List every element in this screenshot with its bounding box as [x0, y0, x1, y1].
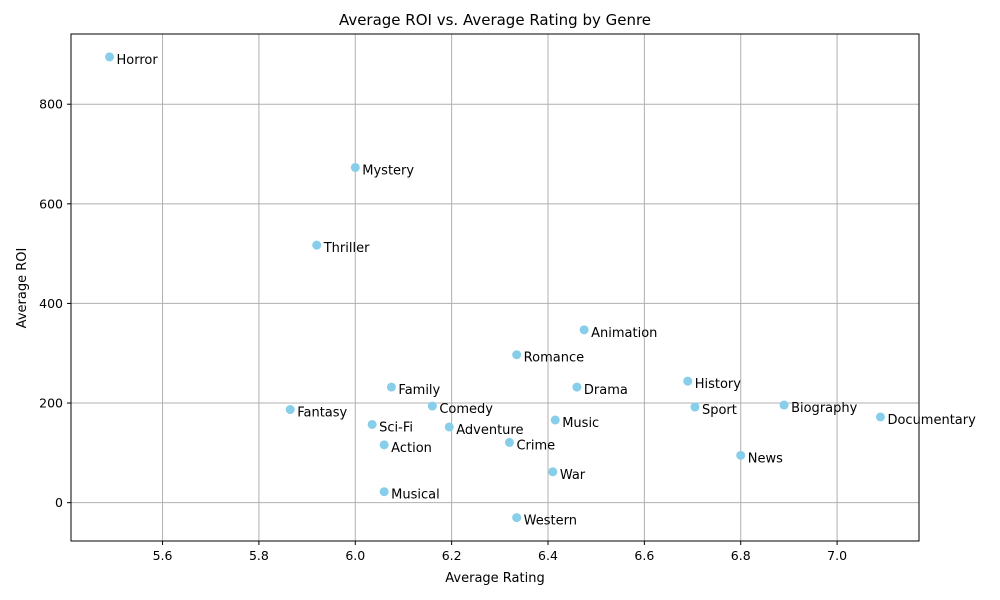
- axis-ticks: 5.6 5.8 6.0 6.2 6.4 6.6 6.8 7.0 0 200 400 600 800: [39, 97, 847, 563]
- data-point: [379, 487, 389, 497]
- data-point: [875, 412, 885, 422]
- data-point: [105, 52, 115, 62]
- y-tick-label: 800: [39, 97, 63, 112]
- data-point: [386, 382, 396, 392]
- x-tick-label: 6.6: [634, 548, 654, 563]
- point-label: History: [695, 377, 742, 392]
- point-label: Musical: [391, 488, 440, 503]
- data-point: [779, 400, 789, 410]
- data-point: [512, 350, 522, 360]
- plot-frame: [70, 33, 920, 542]
- data-point: [427, 401, 437, 411]
- data-point: [548, 467, 558, 477]
- x-tick-label: 6.4: [538, 548, 558, 563]
- data-point: [512, 513, 522, 523]
- data-point: [312, 240, 322, 250]
- data-point: [690, 402, 700, 412]
- x-axis-label: Average Rating: [445, 571, 544, 586]
- x-tick-label: 6.0: [345, 548, 365, 563]
- point-label: Music: [562, 416, 599, 431]
- point-label: War: [560, 468, 586, 483]
- y-tick-label: 0: [55, 495, 63, 510]
- data-point: [572, 382, 582, 392]
- point-label: Comedy: [439, 402, 493, 417]
- x-tick-label: 7.0: [827, 548, 847, 563]
- x-tick-label: 6.2: [442, 548, 462, 563]
- point-label: Action: [391, 441, 432, 456]
- data-point: [683, 376, 693, 386]
- x-tick-label: 5.6: [153, 548, 173, 563]
- point-label: Biography: [791, 401, 858, 416]
- point-label: Drama: [584, 383, 628, 398]
- point-label: Adventure: [456, 423, 523, 438]
- x-tick-label: 5.8: [249, 548, 269, 563]
- data-point: [379, 440, 389, 450]
- data-point: [736, 450, 746, 460]
- point-label: News: [748, 451, 783, 466]
- data-points: Horror Mystery Thriller Animation Romance His…: [105, 52, 976, 529]
- point-label: Sci-Fi: [379, 420, 413, 435]
- data-point: [550, 415, 560, 425]
- x-tick-label: 6.8: [731, 548, 751, 563]
- data-point: [367, 419, 377, 429]
- data-point: [444, 422, 454, 432]
- point-label: Horror: [117, 53, 159, 68]
- point-label: Mystery: [362, 163, 414, 178]
- data-point: [285, 405, 295, 415]
- point-label: Thriller: [323, 241, 370, 256]
- point-label: Fantasy: [297, 406, 347, 421]
- point-label: Family: [398, 383, 440, 398]
- point-label: Documentary: [887, 413, 976, 428]
- data-point: [579, 325, 589, 335]
- data-point: [504, 437, 514, 447]
- point-label: Sport: [702, 403, 737, 418]
- grid: [71, 34, 919, 541]
- y-tick-label: 600: [39, 196, 63, 211]
- point-label: Romance: [524, 351, 584, 366]
- y-tick-label: 400: [39, 296, 63, 311]
- data-point: [350, 162, 360, 172]
- point-label: Western: [524, 514, 577, 529]
- chart-title: Average ROI vs. Average Rating by Genre: [339, 11, 651, 29]
- y-axis-label: Average ROI: [15, 248, 30, 329]
- y-tick-label: 200: [39, 396, 63, 411]
- point-label: Crime: [516, 438, 555, 453]
- point-label: Animation: [591, 326, 657, 341]
